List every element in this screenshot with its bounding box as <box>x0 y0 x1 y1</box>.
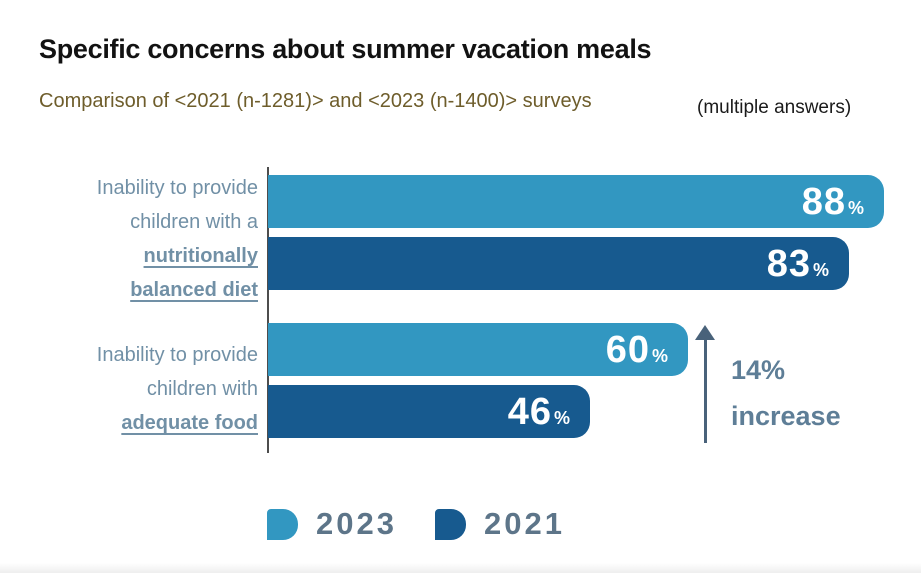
category-label-adequate-food: Inability to provide children with adequ… <box>30 338 258 440</box>
legend-swatch-2023 <box>267 509 298 540</box>
bar-2023-adequate-food: 60% <box>268 323 688 376</box>
chart-subtitle: Comparison of <2021 (n-1281)> and <2023 … <box>39 90 592 112</box>
bar-value: 60 <box>605 328 650 371</box>
category-label-emphasis: balanced diet <box>130 279 258 301</box>
increase-annotation: 14% increase <box>731 347 841 439</box>
category-label-line: children with <box>146 378 258 400</box>
increase-arrow-line <box>704 338 707 443</box>
percent-sign: % <box>847 197 864 218</box>
bar-2021-nutritionally-balanced-diet: 83% <box>268 237 849 290</box>
increase-arrow-icon <box>695 325 715 340</box>
bar-2023-nutritionally-balanced-diet: 88% <box>268 175 884 228</box>
multiple-answers-note: (multiple answers) <box>697 97 852 118</box>
legend-label-2023: 2023 <box>316 506 397 541</box>
category-label-line: children with a <box>130 211 258 233</box>
category-label-nutritionally-balanced-diet: Inability to provide children with a nut… <box>30 171 258 307</box>
increase-annotation-value: 14% <box>731 355 786 385</box>
bottom-edge-shading <box>0 563 921 573</box>
page-title: Specific concerns about summer vacation … <box>39 34 652 64</box>
bar-value: 46 <box>507 390 552 433</box>
bar-2021-adequate-food: 46% <box>268 385 590 438</box>
percent-sign: % <box>651 345 668 366</box>
percent-sign: % <box>553 407 570 428</box>
category-label-emphasis: adequate food <box>121 412 258 434</box>
bar-value: 88 <box>801 180 846 223</box>
category-label-emphasis: nutritionally <box>143 245 258 267</box>
percent-sign: % <box>812 259 829 280</box>
y-axis-line <box>267 167 269 453</box>
increase-annotation-text: increase <box>731 401 841 431</box>
category-label-line: Inability to provide <box>96 177 258 199</box>
bar-value: 83 <box>766 242 811 285</box>
category-label-line: Inability to provide <box>96 344 258 366</box>
legend-swatch-2021 <box>435 509 466 540</box>
legend-label-2021: 2021 <box>484 506 565 541</box>
